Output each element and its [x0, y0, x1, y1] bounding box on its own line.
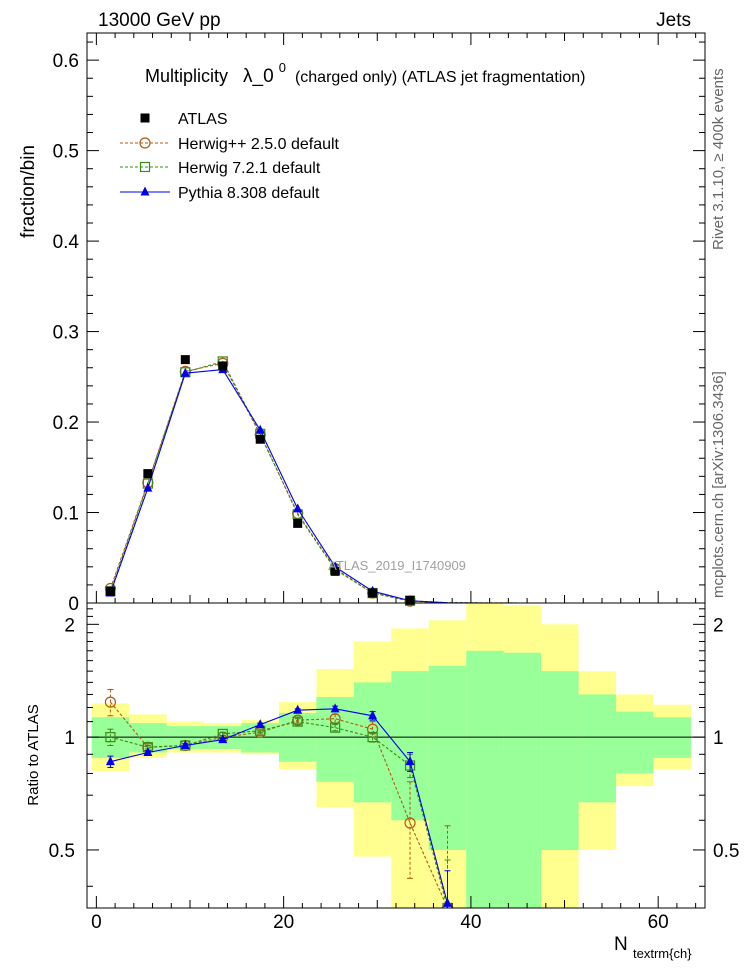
ratio-point-pythia	[293, 704, 303, 714]
x-tick-label: 40	[460, 912, 481, 933]
legend-entry-atlas: ATLAS	[140, 111, 228, 128]
legend-marker-atlas	[140, 113, 150, 123]
ratio-series-pythia	[105, 703, 452, 908]
main-series-atlas	[105, 355, 415, 605]
legend-label-atlas: ATLAS	[178, 111, 228, 128]
main-panel: 0 0.1 0.2 0.3 0.4 0.5 0.6	[53, 32, 706, 615]
main-y-tick-label: 0.4	[53, 232, 80, 253]
analysis-watermark: ATLAS_2019_I1740909	[328, 558, 466, 573]
ratio-point-pythia	[405, 756, 415, 766]
ratio-line-herwig7	[110, 721, 449, 908]
x-axis-label-sub: textrm{ch}	[633, 946, 692, 961]
ratio-point-pythia	[105, 756, 115, 766]
legend: ATLAS Herwig++ 2.5.0 default Herwig 7.2.1 …	[120, 111, 340, 202]
ratio-content	[87, 603, 705, 908]
main-point-atlas	[105, 586, 115, 596]
x-axis-label: N textrm{ch}	[614, 934, 692, 961]
ratio-panel: 0.5 0.51 12 20 20 40 60	[49, 602, 739, 933]
ratio-point-pythia	[218, 734, 228, 744]
x-tick-label: 20	[273, 912, 294, 933]
ratio-band-inner-bin	[503, 652, 542, 908]
main-point-pythia	[143, 482, 153, 492]
legend-label-pythia: Pythia 8.308 default	[178, 185, 320, 202]
ratio-point-herwig7	[292, 716, 303, 727]
rivet-label: Rivet 3.1.10, ≥ 400k events	[710, 68, 727, 250]
ratio-point-herwig7	[330, 722, 341, 733]
legend-label-herwigpp: Herwig++ 2.5.0 default	[178, 136, 340, 153]
legend-entry-pythia: Pythia 8.308 default	[120, 185, 320, 202]
legend-entry-herwig7: Herwig 7.2.1 default	[120, 160, 321, 177]
main-point-atlas	[405, 595, 415, 605]
mcplots-label: mcplots.cern.ch [arXiv:1306.3436]	[710, 371, 727, 598]
plot-title: Multiplicity λ_0 0 (charged only) (ATLAS…	[145, 56, 585, 87]
main-point-atlas	[293, 518, 303, 528]
ratio-line-pythia	[110, 708, 449, 904]
main-y-tick-label: 0.1	[53, 504, 79, 525]
title-lambda: λ_0	[243, 66, 274, 87]
main-point-pythia	[255, 424, 265, 434]
ratio-point-herwigpp	[404, 817, 416, 829]
ratio-point-pythia	[255, 719, 265, 729]
ratio-y-tick-label-right: 1	[713, 728, 724, 749]
main-y-tick-label: 0.3	[53, 323, 79, 344]
ratio-y-tick-label: 2	[64, 615, 75, 636]
main-y-tick-label: 0.5	[53, 142, 79, 163]
ratio-point-pythia	[368, 710, 378, 720]
main-point-atlas	[368, 588, 378, 598]
ratio-band-inner-bin	[541, 671, 579, 850]
x-tick-label: 60	[648, 912, 669, 933]
ratio-point-herwigpp	[104, 696, 117, 708]
ratio-point-herwig7	[105, 732, 116, 743]
title-exponent: 0	[279, 60, 286, 75]
main-point-pythia	[180, 367, 190, 377]
ratio-point-herwig7	[367, 732, 378, 743]
ratio-band-inner-bin	[578, 694, 617, 803]
ratio-band-inner-bin	[466, 650, 504, 908]
main-point-atlas	[255, 434, 265, 444]
legend-marker-herwigpp	[139, 137, 151, 149]
main-point-atlas	[180, 355, 190, 365]
ratio-y-tick-label: 0.5	[49, 841, 75, 862]
ratio-point-pythia	[180, 739, 190, 749]
main-y-axis-label: fraction/bin	[18, 145, 39, 238]
ratio-y-tick-label-right: 2	[713, 615, 724, 636]
ratio-y-axis-label: Ratio to ATLAS	[25, 704, 42, 805]
ratio-band-inner-bin	[428, 665, 467, 850]
ratio-y-tick-label-right: 0.5	[713, 841, 739, 862]
main-y-tick-label: 0.6	[53, 51, 79, 72]
main-y-tick-label: 0.2	[53, 413, 79, 434]
main-y-tick-label: 0	[68, 594, 79, 615]
title-suffix: (charged only) (ATLAS jet fragmentation)	[295, 69, 586, 86]
ratio-y-tick-label: 1	[64, 728, 75, 749]
main-point-atlas	[218, 361, 228, 371]
legend-label-herwig7: Herwig 7.2.1 default	[178, 160, 321, 177]
legend-marker-herwig7	[139, 161, 151, 173]
main-point-atlas	[143, 469, 153, 479]
ratio-point-pythia	[330, 703, 340, 713]
ratio-point-pythia	[143, 746, 153, 756]
ratio-band-inner-bin	[616, 711, 654, 774]
main-line-herwig7	[109, 360, 673, 604]
legend-entry-herwigpp: Herwig++ 2.5.0 default	[120, 136, 340, 153]
energy-label: 13000 GeV pp	[98, 10, 221, 31]
main-point-pythia	[293, 503, 303, 513]
process-label: Jets	[656, 10, 691, 31]
ratio-point-pythia	[443, 897, 452, 907]
legend-marker-pythia	[140, 186, 150, 196]
title-main: Multiplicity	[145, 66, 228, 86]
main-point-atlas	[330, 566, 340, 576]
x-tick-label: 0	[91, 912, 102, 933]
x-axis-label-main: N	[614, 934, 628, 955]
